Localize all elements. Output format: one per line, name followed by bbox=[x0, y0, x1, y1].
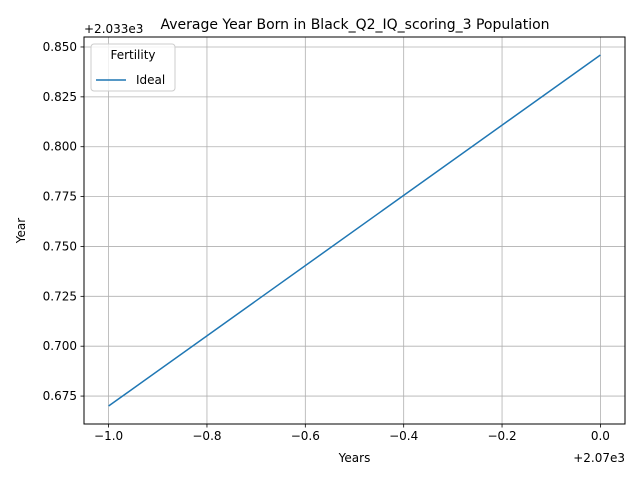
y-tick-label: 0.850 bbox=[43, 40, 77, 54]
y-tick-label: 0.675 bbox=[43, 389, 77, 403]
x-tick-label: −0.6 bbox=[291, 429, 320, 443]
x-axis-label: Years bbox=[338, 451, 371, 465]
legend: Fertility Ideal bbox=[90, 43, 176, 92]
y-tick-label: 0.725 bbox=[43, 289, 77, 303]
y-offset-label: +2.033e3 bbox=[84, 22, 143, 36]
plot-frame bbox=[83, 36, 626, 425]
series-layer bbox=[108, 54, 601, 407]
x-tick-label: −1.0 bbox=[94, 429, 123, 443]
legend-title: Fertility bbox=[110, 48, 155, 62]
x-tick-label: −0.8 bbox=[192, 429, 221, 443]
x-axis: −1.0 −0.8 −0.6 −0.4 −0.2 0.0 bbox=[94, 424, 610, 443]
x-tick-label: −0.4 bbox=[389, 429, 418, 443]
y-tick-label: 0.700 bbox=[43, 339, 77, 353]
x-tick-label: 0.0 bbox=[591, 429, 610, 443]
series-line-ideal bbox=[108, 54, 601, 407]
x-tick-label: −0.2 bbox=[487, 429, 516, 443]
y-tick-label: 0.775 bbox=[43, 190, 77, 204]
y-axis-label: Year bbox=[14, 218, 28, 244]
y-axis: 0.675 0.700 0.725 0.750 0.775 0.800 0.825 0.850 bbox=[43, 40, 84, 403]
chart-title: Average Year Born in Black_Q2_IQ_scoring… bbox=[160, 17, 549, 33]
grid-lines bbox=[84, 37, 625, 424]
y-tick-label: 0.825 bbox=[43, 90, 77, 104]
x-offset-label: +2.07e3 bbox=[573, 451, 625, 465]
y-tick-label: 0.750 bbox=[43, 239, 77, 253]
y-tick-label: 0.800 bbox=[43, 140, 77, 154]
legend-label-ideal: Ideal bbox=[136, 73, 165, 87]
